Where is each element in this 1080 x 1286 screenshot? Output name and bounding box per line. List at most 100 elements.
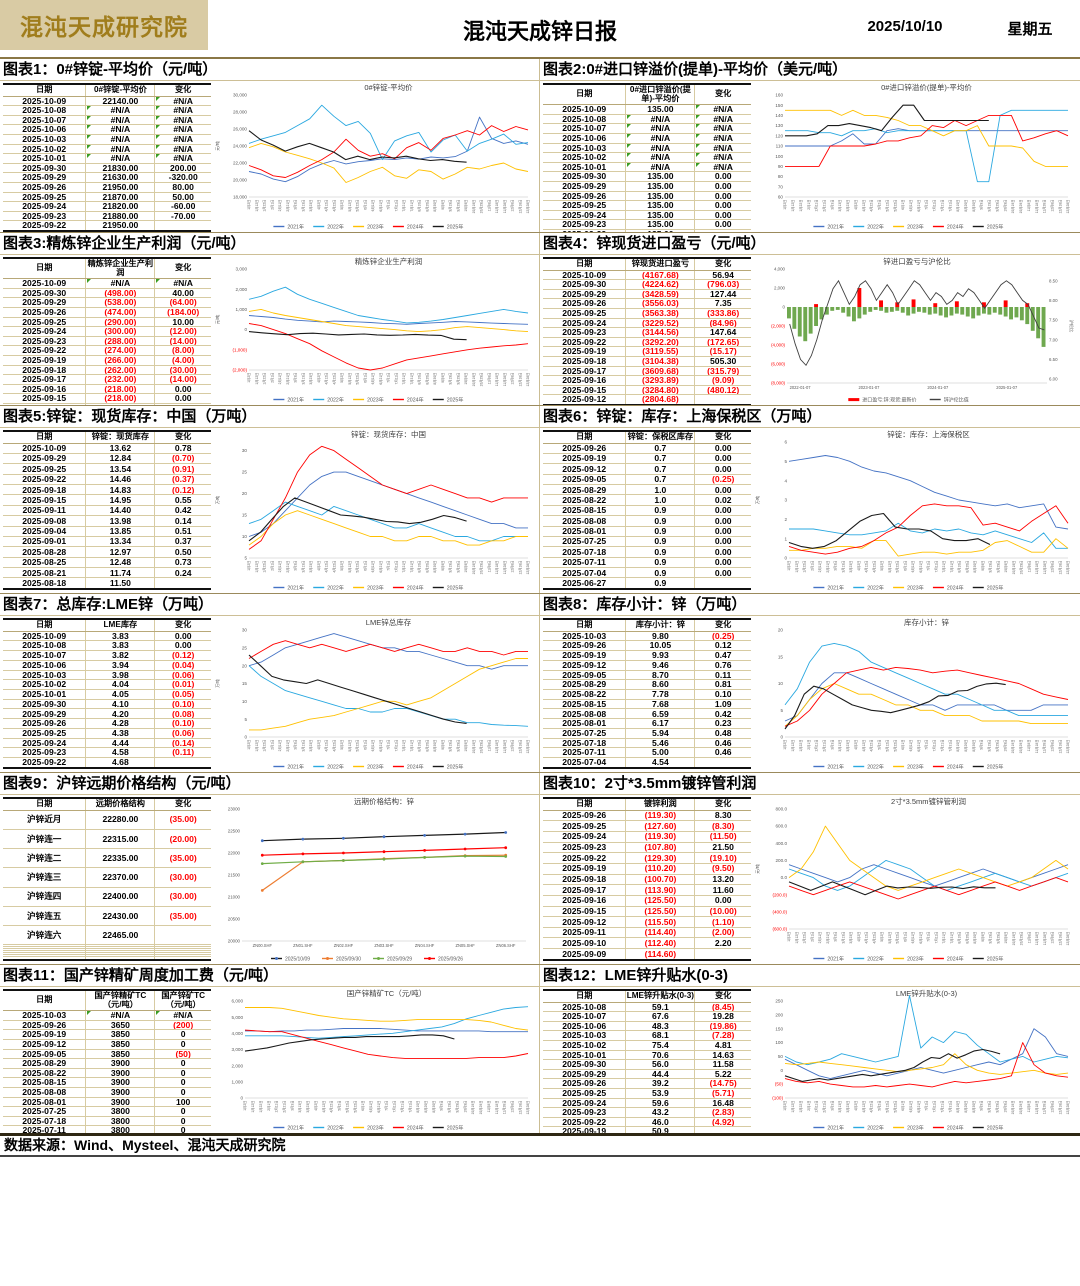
data-table-wrap: 日期 锌现货进口盈亏 变化 2025-10-09 (4167.68) 56.94 2025-… — [540, 255, 752, 405]
svg-text:(600.0): (600.0) — [772, 927, 787, 932]
table-cell — [3, 946, 86, 950]
svg-text:7月1日: 7月1日 — [925, 740, 929, 750]
table-cell: 46.0 — [625, 1117, 695, 1128]
table-cell — [154, 220, 211, 232]
svg-text:2024年: 2024年 — [947, 223, 964, 231]
table-cell — [694, 394, 751, 405]
data-table: 日期 锌锭：保税区库存 变化 2025-09-26 0.7 0.00 2025-09-19 0… — [543, 430, 751, 590]
svg-text:26,000: 26,000 — [233, 127, 247, 132]
svg-text:10月29日: 10月29日 — [480, 373, 484, 387]
table-cell — [694, 577, 751, 590]
table-row: 2025-10-03 3.98 (0.06) — [3, 670, 211, 681]
table-row: 2025-09-22 (274.00) (8.00) — [3, 345, 211, 356]
table-cell: 2025-09-25 — [543, 820, 626, 832]
table-cell: 39.2 — [625, 1078, 695, 1089]
svg-text:0: 0 — [780, 735, 783, 740]
table-cell: (474.00) — [85, 307, 155, 318]
svg-text:9月19日: 9月19日 — [449, 373, 453, 385]
table-cell: 2025-09-25 — [3, 317, 86, 328]
table-cell: 2025-10-03 — [3, 1010, 86, 1021]
table-row: 2025-09-26 4.28 (0.10) — [3, 718, 211, 729]
table-cell: (4167.68) — [625, 270, 695, 281]
table-cell: 2025-10-08 — [543, 114, 626, 125]
table-cell: 0.10 — [694, 689, 751, 700]
table-cell: 2025-09-17 — [543, 366, 626, 377]
svg-text:2月11日: 2月11日 — [815, 1101, 819, 1113]
svg-text:1月2日: 1月2日 — [783, 740, 787, 750]
svg-text:5月22日: 5月22日 — [893, 740, 897, 752]
table-cell: 2025-09-23 — [3, 747, 86, 759]
table-cell: 2025-09-23 — [3, 336, 86, 347]
table-cell: 22280.00 — [85, 810, 155, 830]
svg-text:12月8日: 12月8日 — [1050, 1101, 1054, 1113]
svg-text:2月21日: 2月21日 — [283, 1101, 287, 1113]
svg-text:4月12日: 4月12日 — [325, 561, 329, 573]
svg-text:8月10日: 8月10日 — [418, 740, 422, 752]
table-cell: 2025-09-29 — [3, 708, 86, 720]
svg-text:11月28日: 11月28日 — [1043, 200, 1047, 214]
svg-text:7月31日: 7月31日 — [948, 200, 952, 212]
svg-text:7月31日: 7月31日 — [948, 1101, 952, 1113]
svg-text:4月2日: 4月2日 — [314, 1101, 318, 1111]
table-cell: 0.00 — [694, 515, 751, 527]
table-cell: 2025-09-22 — [3, 220, 86, 232]
svg-text:1月22日: 1月22日 — [263, 373, 267, 385]
svg-text:110: 110 — [776, 144, 784, 149]
svg-text:20: 20 — [778, 628, 784, 633]
table-row: 2025-09-16 (3293.89) (9.09) — [543, 375, 751, 386]
svg-text:1月12日: 1月12日 — [791, 200, 795, 212]
svg-text:万吨: 万吨 — [754, 495, 761, 504]
svg-text:10月9日: 10月9日 — [1003, 1101, 1007, 1113]
table-cell: 59.1 — [625, 1002, 695, 1013]
table-cell: 0.42 — [154, 505, 211, 517]
svg-text:6月21日: 6月21日 — [917, 740, 921, 752]
svg-text:9月19日: 9月19日 — [989, 932, 993, 944]
svg-text:(2,000): (2,000) — [232, 368, 247, 373]
svg-text:3月23日: 3月23日 — [309, 561, 313, 573]
table-cell: 7.78 — [625, 689, 695, 700]
svg-text:LME锌升贴水(0-3): LME锌升贴水(0-3) — [896, 988, 958, 998]
table-cell: 0 — [154, 1029, 211, 1040]
svg-text:5: 5 — [784, 459, 787, 464]
svg-text:12月18日: 12月18日 — [1058, 200, 1062, 214]
svg-text:7月1日: 7月1日 — [387, 740, 391, 750]
table-cell: 2025-10-01 — [3, 689, 86, 700]
table-cell — [154, 757, 211, 769]
table-cell: 2025-07-04 — [543, 567, 626, 579]
table-cell: (290.00) — [85, 317, 155, 328]
table-row: 2025-09-25 (290.00) 10.00 — [3, 317, 211, 328]
table-cell — [154, 952, 211, 956]
table-row: 2025-09-30 21830.00 200.00 — [3, 163, 211, 174]
svg-text:8月20日: 8月20日 — [424, 1101, 428, 1113]
section-body: 日期 远期价格结构 变化 沪锌近月 22280.00 (35.00) 沪锌连一 22315.0… — [0, 795, 539, 964]
table-cell: 3850 — [85, 1039, 155, 1050]
svg-text:12月28日: 12月28日 — [526, 1101, 530, 1115]
svg-text:2月21日: 2月21日 — [826, 932, 830, 944]
table-cell: 9.46 — [625, 660, 695, 671]
table-cell: (50) — [154, 1049, 211, 1060]
table-cell: 2025-09-19 — [543, 863, 626, 875]
svg-text:10月29日: 10月29日 — [480, 561, 484, 575]
table-row: 沪锌连五 22430.00 (35.00) — [3, 906, 211, 927]
svg-text:2月21日: 2月21日 — [823, 200, 827, 212]
data-table-wrap: 日期 0#锌锭-平均价 变化 2025-10-09 22140.00 #N/A 2025-1… — [0, 81, 212, 232]
table-cell: 135.00 — [625, 229, 695, 232]
svg-text:ZN03.SHF: ZN03.SHF — [374, 943, 394, 948]
chart-section: 图表10：2寸*3.5mm镀锌管利润 日期 镀锌利润 变化 2025-09-26 (119… — [540, 773, 1080, 964]
svg-text:2024年: 2024年 — [407, 584, 424, 592]
column-header: 日期 — [543, 431, 626, 444]
svg-text:9月29日: 9月29日 — [456, 561, 460, 573]
svg-text:9月29日: 9月29日 — [996, 932, 1000, 944]
svg-text:10月29日: 10月29日 — [1020, 561, 1024, 575]
table-cell: 0.00 — [154, 384, 211, 395]
table-cell: 0.12 — [694, 640, 751, 652]
table-row: 2025-09-26 10.05 0.12 — [543, 640, 751, 652]
svg-text:2月11日: 2月11日 — [815, 740, 819, 752]
svg-text:9月9日: 9月9日 — [980, 1101, 984, 1111]
table-cell: 13.20 — [694, 874, 751, 886]
table-cell: 2025-09-12 — [543, 394, 626, 405]
table-cell: (262.00) — [85, 365, 155, 376]
svg-text:7月31日: 7月31日 — [408, 1101, 412, 1113]
table-cell: (0.25) — [694, 474, 751, 486]
